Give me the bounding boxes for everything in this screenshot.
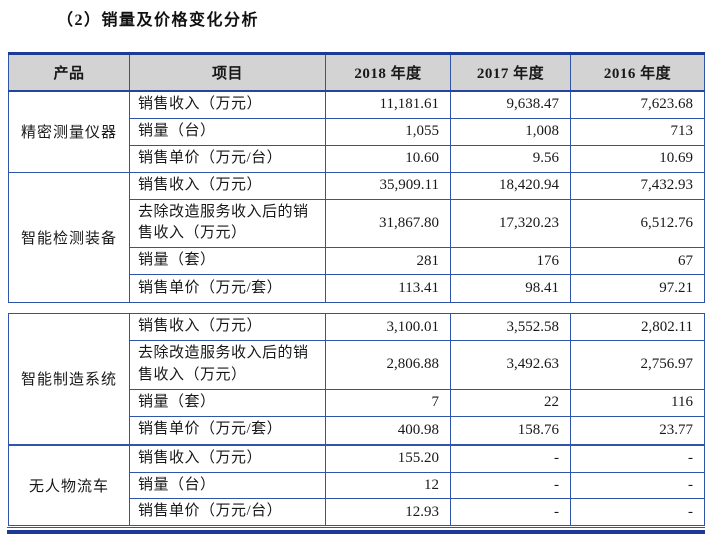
value-cell-2017: 18,420.94 [450,171,571,200]
value-cell-2017: - [450,498,571,527]
value-cell-2016: 23.77 [570,415,705,445]
value-cell-2017: - [450,471,571,500]
value-cell-2016: 2,802.11 [570,313,705,341]
table-row: 智能制造系统 销售收入（万元） 3,100.01 3,552.58 2,802.… [8,313,705,445]
header-row: 产品 项目 2018 年度 2017 年度 2016 年度 [8,53,705,92]
value-cell-2017: 3,492.63 [450,340,571,390]
value-cell-2017: 176 [450,247,571,275]
value-cell-2018: 12.93 [325,498,451,527]
product-cell-unmanned-logistics-vehicle: 无人物流车 [8,444,130,527]
value-cell-2016: 97.21 [570,274,705,303]
table-row: 销售单价（万元/台） 12.93 - - [9,498,705,527]
value-cell-2016: 67 [570,247,705,275]
value-cell-2017: 1,008 [450,117,571,146]
value-cell-2016: 2,756.97 [570,340,705,390]
table-row: 销量（套） 7 22 116 [9,388,705,417]
value-cell-2017: 9,638.47 [450,90,571,119]
value-cell-2018: 10.60 [325,144,451,173]
value-cell-2017: 98.41 [450,274,571,303]
column-header-product: 产品 [8,53,130,92]
item-cell: 销售单价（万元/套） [129,415,326,445]
value-cell-2016: 116 [570,388,705,417]
table-bottom-border [7,527,705,535]
value-cell-2016: - [570,471,705,500]
item-cell: 销售单价（万元/台） [129,144,326,173]
value-cell-2016: 6,512.76 [570,198,705,248]
item-cell: 销量（台） [129,117,326,146]
value-cell-2017: 22 [450,388,571,417]
bottom-border-gap [7,528,705,531]
table-block-bottom: 无人物流车 销售收入（万元） 155.20 - - 销量（台） 12 - - 销… [8,444,705,527]
value-cell-2018: 7 [325,388,451,417]
value-cell-2018: 2,806.88 [325,340,451,390]
value-cell-2017: 17,320.23 [450,198,571,248]
item-cell: 销量（套） [129,247,326,275]
column-header-2016: 2016 年度 [570,53,705,92]
item-cell: 销售收入（万元） [129,90,326,119]
value-cell-2016: 10.69 [570,144,705,173]
product-cell-intelligent-manufacturing: 智能制造系统 [8,313,130,445]
table-block-middle: 智能制造系统 销售收入（万元） 3,100.01 3,552.58 2,802.… [8,313,705,445]
table-row: 无人物流车 销售收入（万元） 155.20 - - [8,444,705,527]
bottom-border-thin-line [7,527,705,529]
item-cell: 销量（套） [129,388,326,417]
value-cell-2016: 7,432.93 [570,171,705,200]
item-cell: 去除改造服务收入后的销售收入（万元） [129,198,326,248]
table-row: 销售单价（万元/套） 113.41 98.41 97.21 [9,274,705,303]
value-cell-2018: 12 [325,471,451,500]
table-row: 精密测量仪器 销售收入（万元） 11,181.61 9,638.47 7,623… [8,90,705,173]
section-stitch-gap [8,303,704,313]
value-cell-2017: - [450,444,571,473]
value-cell-2018: 400.98 [325,415,451,445]
item-cell: 销售收入（万元） [129,171,326,200]
value-cell-2017: 3,552.58 [450,313,571,341]
value-cell-2017: 9.56 [450,144,571,173]
product-cell-intelligent-testing: 智能检测装备 [8,171,130,303]
value-cell-2018: 3,100.01 [325,313,451,341]
column-header-2018: 2018 年度 [325,53,451,92]
value-cell-2017: 158.76 [450,415,571,445]
item-cell: 去除改造服务收入后的销售收入（万元） [129,340,326,390]
table-row: 销售单价（万元/台） 10.60 9.56 10.69 [9,144,705,173]
table-row: 智能检测装备 销售收入（万元） 35,909.11 18,420.94 7,43… [8,171,705,303]
value-cell-2016: - [570,444,705,473]
value-cell-2018: 113.41 [325,274,451,303]
item-cell: 销售收入（万元） [129,313,326,341]
value-cell-2018: 31,867.80 [325,198,451,248]
column-header-2017: 2017 年度 [450,53,571,92]
table-row: 去除改造服务收入后的销售收入（万元） 31,867.80 17,320.23 6… [9,198,705,248]
section-title: （2）销量及价格变化分析 [57,12,260,29]
product-cell-precision-instruments: 精密测量仪器 [8,90,130,173]
table-row: 销售单价（万元/套） 400.98 158.76 23.77 [9,415,705,445]
table-row: 销量（台） 1,055 1,008 713 [9,117,705,146]
table-row: 销量（台） 12 - - [9,471,705,500]
value-cell-2016: 713 [570,117,705,146]
item-cell: 销量（台） [129,471,326,500]
column-header-item: 项目 [129,53,326,92]
value-cell-2016: 7,623.68 [570,90,705,119]
table-block-top: 产品 项目 2018 年度 2017 年度 2016 年度 精密测量仪器 销售收… [8,52,705,303]
value-cell-2018: 11,181.61 [325,90,451,119]
item-cell: 销售单价（万元/套） [129,274,326,303]
value-cell-2016: - [570,498,705,527]
value-cell-2018: 1,055 [325,117,451,146]
item-cell: 销售收入（万元） [129,444,326,473]
value-cell-2018: 155.20 [325,444,451,473]
sales-price-table: 产品 项目 2018 年度 2017 年度 2016 年度 精密测量仪器 销售收… [7,52,705,535]
value-cell-2018: 281 [325,247,451,275]
value-cell-2018: 35,909.11 [325,171,451,200]
bottom-border-thick-line [7,530,705,535]
item-cell: 销售单价（万元/台） [129,498,326,527]
